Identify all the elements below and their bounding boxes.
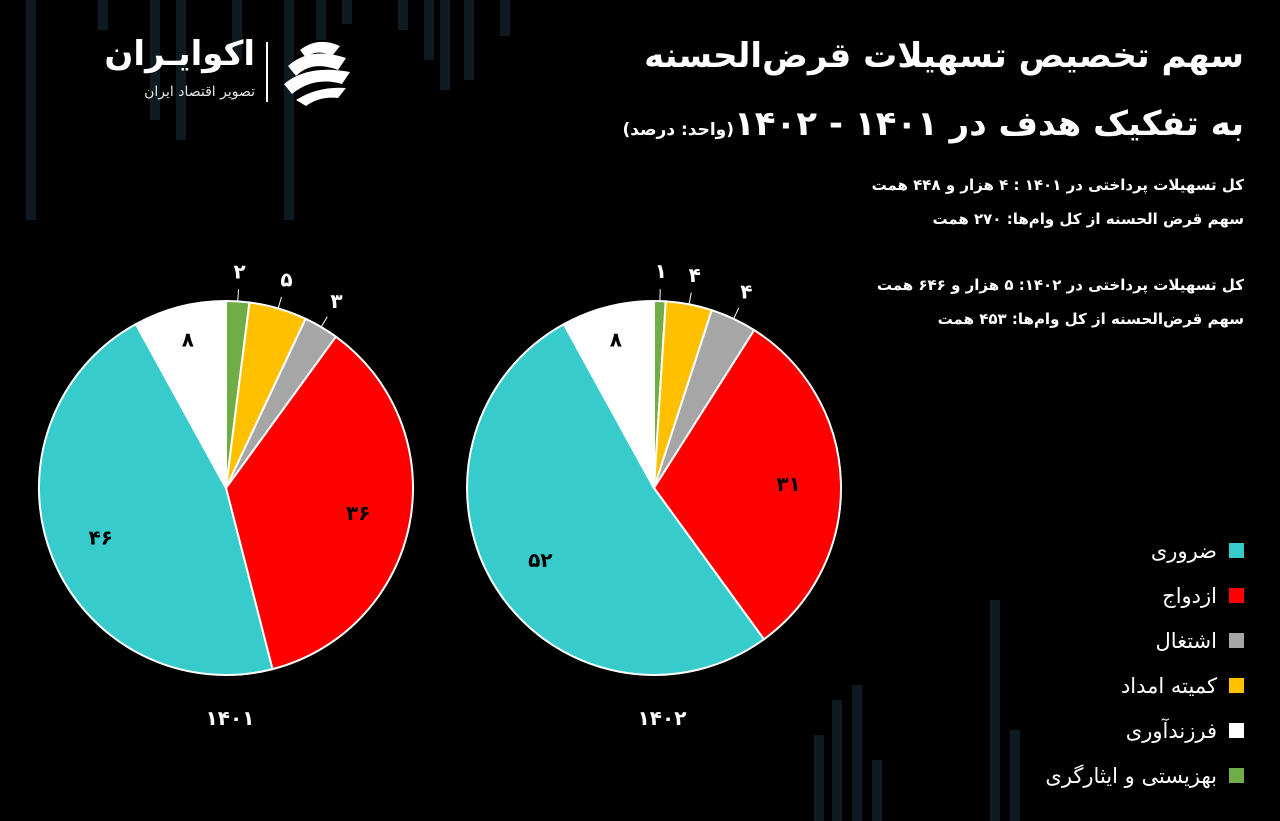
data-label: ۳۱ <box>776 472 800 496</box>
data-label: ۲ <box>233 259 245 283</box>
chart-title-line2: به تفکیک هدف در ۱۴۰۱ - ۱۴۰۲(واحد: درصد) <box>623 104 1244 144</box>
logo-divider <box>266 42 268 102</box>
legend-swatch <box>1229 633 1244 648</box>
legend: ضروری ازدواج اشتغال کمیته امداد فرزندآور… <box>1045 528 1244 798</box>
chart-title-line1: سهم تخصیص تسهیلات قرض‌الحسنه <box>644 36 1244 76</box>
chart-unit: (واحد: درصد) <box>622 120 734 140</box>
note-1402-total: کل تسهیلات پرداختی در ۱۴۰۲: ۵ هزار و ۶۴۶… <box>876 276 1244 294</box>
data-label: ۸ <box>182 328 194 352</box>
legend-swatch <box>1229 678 1244 693</box>
leader-line <box>688 292 692 305</box>
legend-item: ضروری <box>1045 528 1244 573</box>
legend-item: بهزیستی و ایثارگری <box>1045 753 1244 798</box>
brand-name: اکوایـران <box>104 34 255 74</box>
pie-label-1401: ۱۴۰۱ <box>205 706 255 730</box>
legend-label: ازدواج <box>1162 583 1217 608</box>
legend-item: کمیته امداد <box>1045 663 1244 708</box>
brand-tagline: تصویر اقتصاد ایران <box>144 84 255 100</box>
legend-label: کمیته امداد <box>1120 673 1217 698</box>
pie-slice <box>37 322 274 677</box>
chart-title-main: به تفکیک هدف در ۱۴۰۱ - ۱۴۰۲ <box>734 104 1244 144</box>
legend-swatch <box>1229 543 1244 558</box>
legend-label: ضروری <box>1150 538 1217 563</box>
leader-line <box>237 289 239 302</box>
data-label: ۸ <box>610 328 622 352</box>
data-label: ۴ <box>689 263 701 287</box>
legend-label: بهزیستی و ایثارگری <box>1045 763 1217 788</box>
legend-swatch <box>1229 588 1244 603</box>
pie-slice <box>134 299 227 489</box>
pie-slice <box>652 328 842 641</box>
pie-slice <box>466 322 766 676</box>
data-label: ۵ <box>280 268 292 292</box>
data-label: ۴۶ <box>89 526 113 550</box>
data-label: ۵۲ <box>528 548 552 572</box>
legend-item: اشتغال <box>1045 618 1244 663</box>
legend-swatch <box>1229 768 1244 783</box>
data-label: ۳۶ <box>346 501 370 525</box>
legend-label: فرزندآوری <box>1125 718 1217 743</box>
data-label: ۱ <box>655 259 667 283</box>
legend-item: فرزندآوری <box>1045 708 1244 753</box>
data-label: ۳ <box>330 289 342 313</box>
leader-line <box>320 316 328 328</box>
pie-slice <box>224 335 415 671</box>
data-label: ۴ <box>740 280 752 304</box>
leader-line <box>277 296 282 309</box>
legend-label: اشتغال <box>1155 628 1217 653</box>
note-1401-share: سهم قرض الحسنه از کل وام‌ها: ۲۷۰ همت <box>932 210 1244 228</box>
pie-label-1402: ۱۴۰۲ <box>637 706 687 730</box>
brand-logo: اکوایـران تصویر اقتصاد ایران <box>48 34 350 108</box>
brand-stripes-icon <box>284 41 350 106</box>
note-1401-total: کل تسهیلات پرداختی در ۱۴۰۱ : ۴ هزار و ۴۴… <box>871 176 1244 194</box>
legend-swatch <box>1229 723 1244 738</box>
note-1402-share: سهم قرض‌الحسنه از کل وام‌ها: ۴۵۳ همت <box>937 310 1244 328</box>
legend-item: ازدواج <box>1045 573 1244 618</box>
leader-line <box>733 307 740 320</box>
pie-chart-1401: ۲ ۵ ۳ ۳۶ ۴۶ ۸ <box>37 259 415 677</box>
pie-slice <box>562 299 655 489</box>
